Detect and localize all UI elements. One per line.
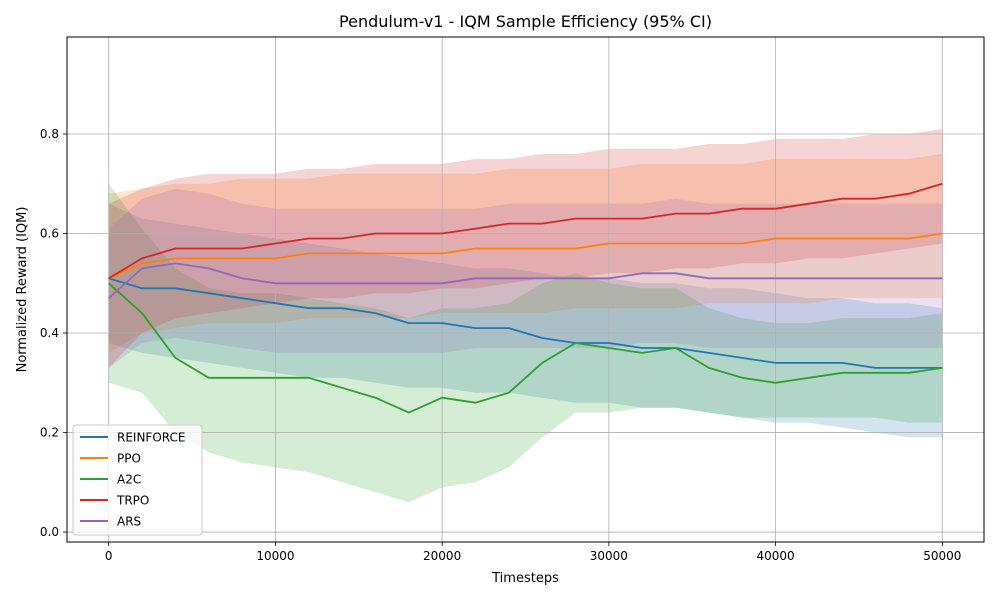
x-axis-label: Timesteps [491, 571, 559, 586]
confidence-bands [108, 129, 943, 503]
legend-box [72, 424, 203, 536]
plot-area-frame [66, 36, 985, 543]
series-line-ars [108, 262, 943, 299]
legend: REINFORCE PPO A2C TRPO ARS [72, 424, 203, 536]
x-tick-label: 20000 [423, 549, 461, 563]
ci-band-a2c [108, 183, 943, 503]
y-tick-label: 0.0 [40, 525, 59, 539]
y-axis-ticks: 0.0 0.2 0.4 0.6 0.8 [40, 127, 67, 539]
series-line-ppo [108, 232, 943, 280]
legend-label-ppo: PPO [117, 452, 141, 466]
y-tick-label: 0.8 [40, 127, 59, 141]
series-line-trpo [108, 182, 943, 280]
y-tick-label: 0.6 [40, 227, 59, 241]
chart-title: Pendulum-v1 - IQM Sample Efficiency (95%… [339, 12, 712, 31]
legend-label-trpo: TRPO [116, 494, 149, 508]
x-tick-label: 30000 [590, 549, 628, 563]
x-axis-ticks: 0 10000 20000 30000 40000 50000 [105, 542, 961, 563]
ci-band-ppo [108, 153, 943, 353]
legend-label-reinforce: REINFORCE [117, 431, 185, 445]
series-lines [108, 182, 943, 414]
y-tick-label: 0.2 [40, 426, 59, 440]
legend-label-ars: ARS [117, 515, 141, 529]
series-line-reinforce [108, 277, 943, 369]
x-tick-label: 40000 [756, 549, 794, 563]
x-tick-label: 50000 [923, 549, 961, 563]
y-tick-label: 0.4 [40, 326, 59, 340]
series-line-a2c [108, 282, 943, 414]
x-tick-label: 10000 [256, 549, 294, 563]
grid-lines [67, 37, 984, 542]
ci-band-reinforce [108, 203, 943, 438]
x-tick-label: 0 [105, 549, 113, 563]
legend-label-a2c: A2C [117, 473, 141, 487]
y-axis-label: Normalized Reward (IQM) [15, 207, 30, 373]
